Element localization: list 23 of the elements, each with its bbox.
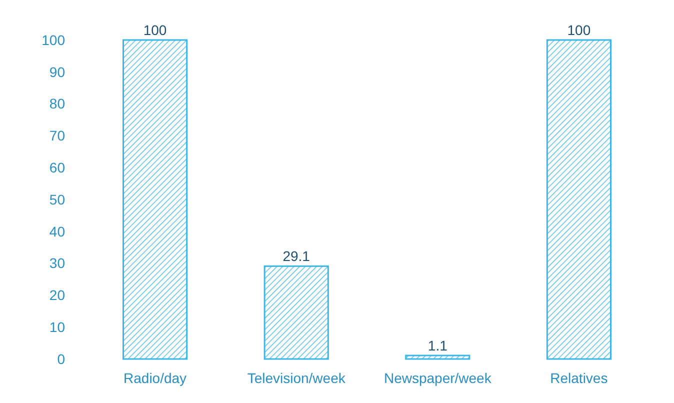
y-tick-label: 100: [42, 32, 66, 48]
bar: [122, 39, 188, 360]
x-tick-label: Newspaper/week: [384, 370, 492, 386]
data-label: 29.1: [282, 248, 310, 264]
y-tick-label: 80: [49, 96, 66, 112]
x-tick-label: Television/week: [247, 370, 346, 386]
data-label: 100: [567, 22, 591, 38]
y-tick-label: 10: [49, 319, 66, 335]
bar: [405, 354, 470, 360]
y-tick-label: 30: [49, 255, 66, 272]
y-tick-label: 70: [49, 128, 66, 144]
x-tick-label: Radio/day: [124, 370, 187, 386]
y-tick-label: 90: [49, 64, 66, 80]
bar: [264, 265, 329, 360]
y-tick-label: 50: [49, 191, 66, 208]
data-label: 1.1: [428, 337, 448, 354]
data-label: 100: [143, 22, 167, 38]
y-tick-label: 40: [49, 223, 66, 240]
y-tick-label: 20: [49, 287, 66, 304]
x-tick-label: Relatives: [550, 370, 608, 386]
y-tick-label: 0: [57, 350, 66, 367]
y-tick-label: 60: [49, 160, 66, 176]
bar: [546, 39, 612, 360]
